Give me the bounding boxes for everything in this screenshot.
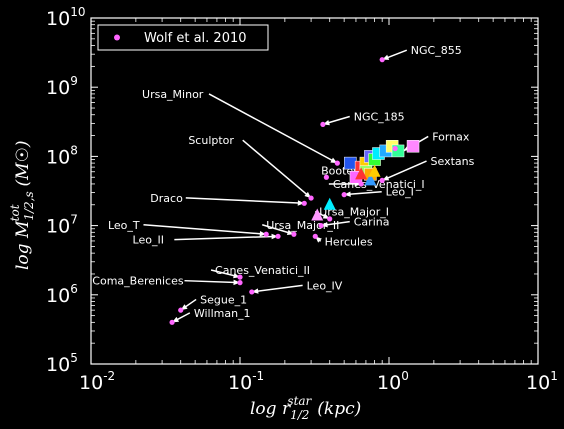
x-axis-label: log r1/2star (kpc) bbox=[250, 394, 361, 422]
data-point bbox=[358, 181, 364, 187]
annotation-label: Willman_1 bbox=[194, 307, 251, 320]
annotation-label: NGC_855 bbox=[411, 44, 462, 57]
annotation-arrowhead bbox=[321, 222, 328, 228]
annotation-label: Leo_IV bbox=[307, 279, 343, 292]
data-point bbox=[341, 192, 347, 198]
data-point bbox=[301, 200, 307, 206]
annotation-label: Fornax bbox=[432, 130, 470, 143]
data-point bbox=[379, 177, 385, 183]
data-point bbox=[379, 57, 385, 63]
annotation-label: Leo_T bbox=[108, 219, 140, 232]
data-point bbox=[318, 223, 324, 229]
data-point bbox=[323, 174, 329, 180]
annotation-label: Carina bbox=[354, 216, 390, 229]
annotation-label: Leo_I bbox=[386, 186, 414, 199]
data-point bbox=[178, 307, 184, 313]
triangle-marker bbox=[355, 167, 368, 180]
annotation-arrow bbox=[208, 93, 338, 164]
ticks-layer: 10-2 10-1 100 101 105 106 107 108 109 1010 bbox=[46, 5, 558, 394]
plot-frame bbox=[90, 17, 539, 365]
data-point bbox=[249, 289, 255, 295]
legend-box bbox=[97, 24, 269, 51]
legend-label: Wolf et al. 2010 bbox=[144, 31, 247, 46]
data-point bbox=[263, 231, 269, 237]
square-marker bbox=[406, 140, 420, 153]
x-tick-label: 101 bbox=[526, 369, 558, 394]
x-tick-label: 10-1 bbox=[228, 369, 264, 394]
triangle-marker bbox=[311, 208, 324, 221]
legend: Wolf et al. 2010 bbox=[97, 24, 269, 51]
data-point bbox=[312, 233, 318, 239]
annotation-label: Leo_II bbox=[133, 234, 164, 247]
annotation-label: Ursa_Major_II bbox=[266, 219, 339, 232]
annotation-arrow bbox=[185, 197, 305, 205]
annotation-label: Canes_Venatici_II bbox=[215, 264, 310, 277]
points-layer bbox=[169, 57, 420, 325]
data-point bbox=[308, 195, 314, 201]
annotation-arrow bbox=[251, 284, 303, 293]
triangle-marker bbox=[323, 197, 336, 210]
data-point bbox=[275, 233, 281, 239]
annotation-arrowhead bbox=[251, 288, 259, 294]
annotation-arrow bbox=[143, 224, 267, 235]
annotations-layer: NGC_855 Ursa_Minor NGC_185 Fornax Sculptor Se… bbox=[92, 44, 475, 323]
y-tick-label: 108 bbox=[46, 143, 78, 168]
x-tick-label: 10-2 bbox=[79, 369, 115, 394]
triangle-marker bbox=[364, 173, 377, 186]
y-tick-label: 107 bbox=[46, 213, 78, 238]
y-tick-label: 109 bbox=[46, 74, 78, 99]
data-point bbox=[169, 319, 175, 325]
annotation-arrowhead bbox=[259, 231, 267, 237]
annotation-arrow bbox=[381, 160, 427, 182]
square-marker bbox=[344, 156, 357, 170]
data-point bbox=[327, 216, 333, 222]
annotation-label: Ursa_Major_I bbox=[319, 205, 389, 218]
annotation-label: Segue_1 bbox=[200, 293, 247, 306]
x-tick-label: 100 bbox=[377, 369, 409, 394]
y-tick-label: 106 bbox=[46, 282, 78, 307]
annotation-label: Ursa_Minor bbox=[142, 88, 204, 101]
legend-marker-icon bbox=[114, 34, 120, 41]
annotation-label: Sextans bbox=[431, 155, 475, 168]
annotation-arrowhead bbox=[344, 191, 351, 197]
data-point bbox=[320, 121, 326, 128]
annotation-label: Hercules bbox=[325, 235, 373, 248]
data-point bbox=[392, 145, 398, 152]
annotation-arrow bbox=[174, 235, 279, 241]
annotation-label: Sculptor bbox=[188, 134, 234, 147]
triangle-marker bbox=[368, 164, 381, 177]
annotation-arrowhead bbox=[271, 233, 279, 240]
data-point bbox=[237, 274, 243, 280]
annotation-arrowhead bbox=[297, 200, 305, 206]
data-point bbox=[334, 160, 340, 166]
annotation-arrowhead bbox=[233, 279, 240, 286]
y-tick-label: 1010 bbox=[46, 5, 85, 30]
y-axis-label: log M1/2,stot(M☉) bbox=[8, 141, 36, 270]
data-point bbox=[237, 280, 243, 286]
annotation-label: NGC_185 bbox=[354, 111, 405, 124]
annotation-arrow bbox=[242, 139, 312, 199]
data-point bbox=[291, 231, 297, 237]
annotation-arrow bbox=[184, 279, 241, 284]
annotation-label: Draco bbox=[150, 192, 183, 205]
y-tick-label: 105 bbox=[46, 351, 78, 376]
annotation-label: Coma_Berenices bbox=[92, 275, 184, 288]
